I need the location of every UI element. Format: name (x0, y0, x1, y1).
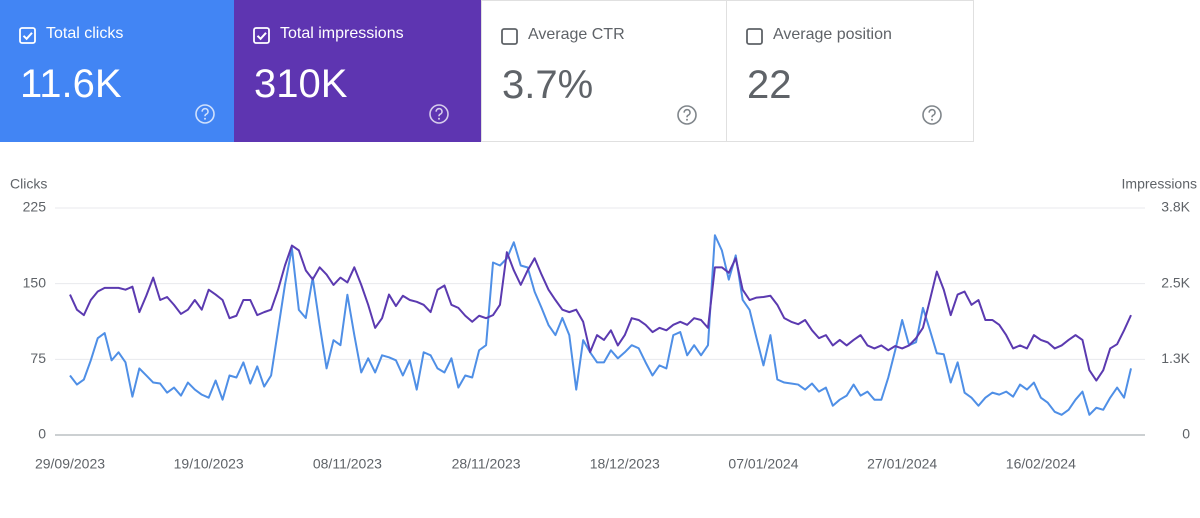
metric-value: 3.7% (502, 63, 594, 107)
y2-tick-label: 3.8K (1161, 199, 1190, 215)
metric-card[interactable]: Total impressions 310K (234, 0, 481, 142)
y2-tick-label: 2.5K (1161, 274, 1190, 290)
metric-card[interactable]: Average CTR 3.7% (481, 0, 727, 142)
checkmark (22, 32, 33, 41)
metric-label: Total impressions (280, 25, 404, 42)
checkbox[interactable] (252, 26, 272, 46)
y-tick-label: 0 (38, 426, 46, 442)
help-mark (928, 108, 936, 118)
metric-value: 310K (254, 62, 348, 106)
metric-value: 22 (747, 63, 792, 107)
checkbox[interactable] (500, 27, 520, 47)
help-icon[interactable] (193, 102, 217, 126)
help-circle (677, 105, 697, 125)
series-line (69, 244, 1132, 382)
y-tick-label: 75 (30, 350, 46, 366)
y-tick-label: 150 (23, 274, 47, 290)
x-tick-label: 28/11/2023 (452, 456, 521, 472)
checkbox[interactable] (745, 27, 765, 47)
series-line (69, 234, 1132, 416)
metric-label: Average CTR (528, 26, 625, 43)
help-icon[interactable] (675, 103, 699, 127)
checkbox-box (253, 27, 270, 44)
metric-label: Total clicks (46, 25, 124, 42)
help-icon[interactable] (920, 103, 944, 127)
y2-tick-label: 1.3K (1161, 350, 1190, 366)
checkmark (256, 32, 267, 41)
y-tick-label: 225 (23, 199, 47, 215)
metric-card[interactable]: Average position 22 (727, 0, 974, 142)
help-circle (429, 104, 449, 124)
y-axis-title: Clicks (10, 176, 47, 192)
x-tick-label: 07/01/2024 (728, 456, 798, 472)
help-circle (922, 105, 942, 125)
checkbox-box (501, 28, 518, 45)
x-tick-label: 18/12/2023 (590, 456, 660, 472)
x-tick-label: 27/01/2024 (867, 456, 937, 472)
checkbox[interactable] (18, 26, 38, 46)
help-mark (683, 108, 691, 118)
help-dot (438, 117, 440, 120)
checkbox-box (746, 28, 763, 45)
y2-axis-title: Impressions (1122, 176, 1197, 192)
x-tick-label: 16/02/2024 (1006, 456, 1076, 472)
metric-value: 11.6K (20, 62, 122, 106)
help-dot (686, 118, 688, 121)
metric-card[interactable]: Total clicks 11.6K (0, 0, 234, 142)
help-icon[interactable] (427, 102, 451, 126)
help-mark (435, 107, 443, 117)
help-dot (931, 118, 933, 121)
x-tick-label: 08/11/2023 (313, 456, 382, 472)
help-circle (195, 104, 215, 124)
y2-tick-label: 0 (1182, 426, 1190, 442)
x-tick-label: 29/09/2023 (35, 456, 105, 472)
checkbox-box (19, 27, 36, 44)
help-mark (201, 107, 209, 117)
metric-label: Average position (773, 26, 892, 43)
x-tick-label: 19/10/2023 (174, 456, 244, 472)
help-dot (204, 117, 206, 120)
